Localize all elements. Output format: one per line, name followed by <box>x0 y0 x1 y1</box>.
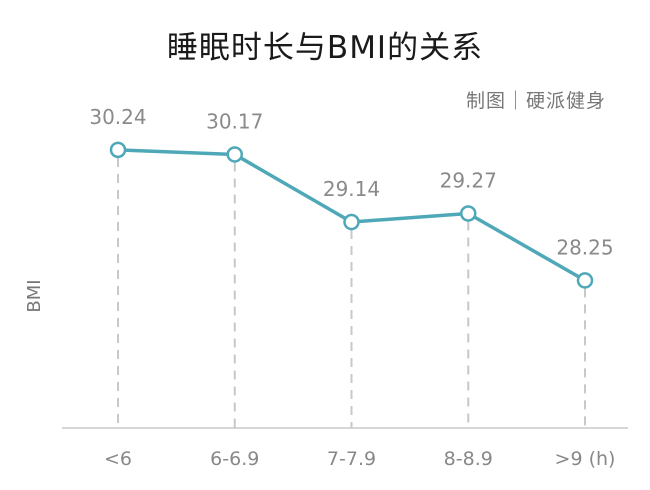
x-tick-labels: <6 6-6.9 7-7.9 8-8.9 >9 (h) <box>104 448 615 470</box>
x-tick-label: 8-8.9 <box>444 448 493 470</box>
y-axis-label: BMI <box>24 279 45 312</box>
chart-title: 睡眠时长与BMI的关系 <box>166 30 484 66</box>
data-points <box>109 141 594 289</box>
data-point <box>226 146 243 163</box>
x-tick-label: <6 <box>104 448 132 470</box>
chart-credit: 制图｜硬派健身 <box>465 90 606 112</box>
data-point <box>460 205 477 222</box>
data-label: 30.24 <box>89 105 146 129</box>
data-label: 29.14 <box>323 177 380 201</box>
data-label: 30.17 <box>206 109 263 133</box>
x-tick-label: >9 (h) <box>555 448 616 470</box>
data-label: 29.27 <box>440 168 497 192</box>
x-tick-label: 6-6.9 <box>210 448 259 470</box>
data-point <box>109 141 127 159</box>
x-tick-label: 7-7.9 <box>327 448 376 470</box>
guide-lines <box>117 157 586 428</box>
data-point <box>576 272 594 289</box>
data-label: 28.25 <box>556 235 613 259</box>
data-point <box>343 213 360 231</box>
data-labels: 30.24 30.17 29.14 29.27 28.25 <box>89 105 613 260</box>
